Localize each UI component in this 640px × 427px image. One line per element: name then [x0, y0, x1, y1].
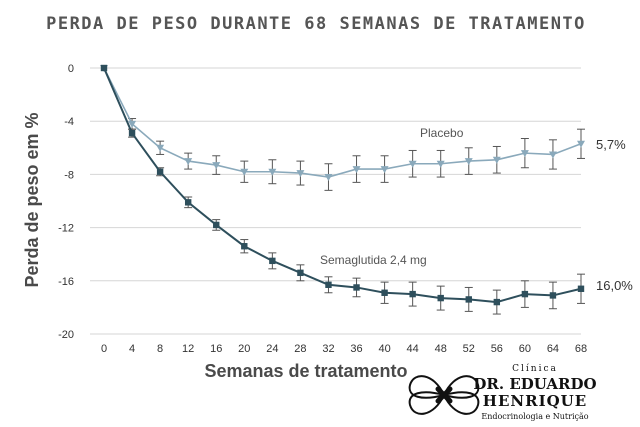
data-point — [184, 158, 193, 166]
y-tick-label: -20 — [58, 329, 74, 341]
x-tick-label: 32 — [322, 343, 334, 355]
logo-emblem-icon — [408, 375, 480, 415]
data-point — [296, 170, 305, 178]
data-point — [212, 162, 221, 170]
logo-line-specialty: Endocrinologia e Nutrição — [481, 412, 588, 421]
grid — [90, 67, 581, 335]
data-point — [269, 257, 276, 265]
data-point — [324, 174, 333, 182]
end-label-placebo: 5,7% — [596, 137, 626, 152]
x-tick-label: 4 — [129, 343, 135, 355]
data-point — [268, 168, 277, 176]
y-tick-label: 0 — [68, 63, 74, 75]
data-point — [240, 168, 249, 176]
series-line — [103, 67, 582, 178]
x-axis-ticks: 0 4 8 12 16 20 24 28 32 36 40 44 48 52 56 60 64 68 — [101, 343, 587, 355]
y-tick-label: -16 — [58, 276, 74, 288]
logo-line-name: DR. EDUARDO — [473, 375, 596, 393]
data-point — [128, 129, 136, 137]
data-point — [156, 144, 165, 152]
data-point — [381, 289, 388, 296]
x-tick-label: 36 — [350, 343, 362, 355]
x-tick-label: 44 — [407, 343, 419, 355]
data-point — [465, 296, 472, 303]
data-point — [100, 64, 108, 72]
data-point — [156, 168, 164, 175]
y-tick-label: -12 — [58, 223, 74, 235]
series-layer — [100, 64, 585, 315]
data-point — [352, 166, 361, 174]
series-label-semaglutide: Semaglutida 2,4 mg — [320, 253, 427, 267]
end-label-semaglutide: 16,0% — [596, 278, 633, 293]
x-tick-label: 68 — [575, 343, 587, 355]
series-semaglutide — [100, 64, 585, 315]
series-placebo — [100, 65, 585, 191]
x-tick-label: 24 — [266, 343, 278, 355]
data-point — [492, 156, 501, 164]
data-point — [436, 160, 445, 168]
series-line — [103, 67, 582, 304]
data-point — [128, 120, 137, 128]
data-point — [353, 284, 360, 291]
data-point — [408, 160, 417, 168]
data-point — [241, 243, 248, 250]
x-tick-label: 40 — [378, 343, 390, 355]
data-point — [380, 166, 389, 174]
chart-title: PERDA DE PESO DURANTE 68 SEMANAS DE TRAT… — [46, 14, 586, 34]
logo-line-clinica: Clínica — [512, 363, 558, 374]
data-point — [213, 221, 220, 229]
x-tick-label: 56 — [491, 343, 503, 355]
y-axis-ticks: 0 -4 -8 -12 -16 -20 — [58, 63, 74, 341]
y-tick-label: -4 — [64, 116, 74, 128]
data-point — [521, 290, 529, 298]
x-tick-label: 64 — [547, 343, 559, 355]
y-axis-label: Perda de peso em % — [22, 112, 42, 287]
data-point — [184, 199, 192, 206]
data-point — [464, 158, 473, 166]
data-point — [549, 292, 557, 299]
x-tick-label: 12 — [182, 343, 194, 355]
data-point — [577, 285, 585, 292]
data-point — [577, 140, 585, 148]
x-tick-label: 28 — [294, 343, 306, 355]
x-tick-label: 60 — [519, 343, 531, 355]
data-point — [297, 269, 304, 277]
x-tick-label: 20 — [238, 343, 250, 355]
x-tick-label: 48 — [435, 343, 447, 355]
data-point — [437, 294, 444, 302]
series-label-placebo: Placebo — [420, 126, 464, 140]
x-axis-label: Semanas de tratamento — [204, 361, 407, 381]
data-point — [493, 298, 501, 306]
logo-line-surname: HENRIQUE — [483, 392, 587, 410]
x-tick-label: 8 — [157, 343, 163, 355]
x-tick-label: 16 — [210, 343, 222, 355]
data-point — [520, 150, 529, 158]
x-tick-label: 52 — [463, 343, 475, 355]
clinic-logo: Clínica DR. EDUARDO HENRIQUE Endocrinolo… — [408, 363, 597, 421]
y-tick-label: -8 — [64, 169, 74, 181]
data-point — [325, 281, 332, 288]
x-tick-label: 0 — [101, 343, 107, 355]
data-point — [548, 151, 557, 159]
data-point — [409, 290, 416, 298]
